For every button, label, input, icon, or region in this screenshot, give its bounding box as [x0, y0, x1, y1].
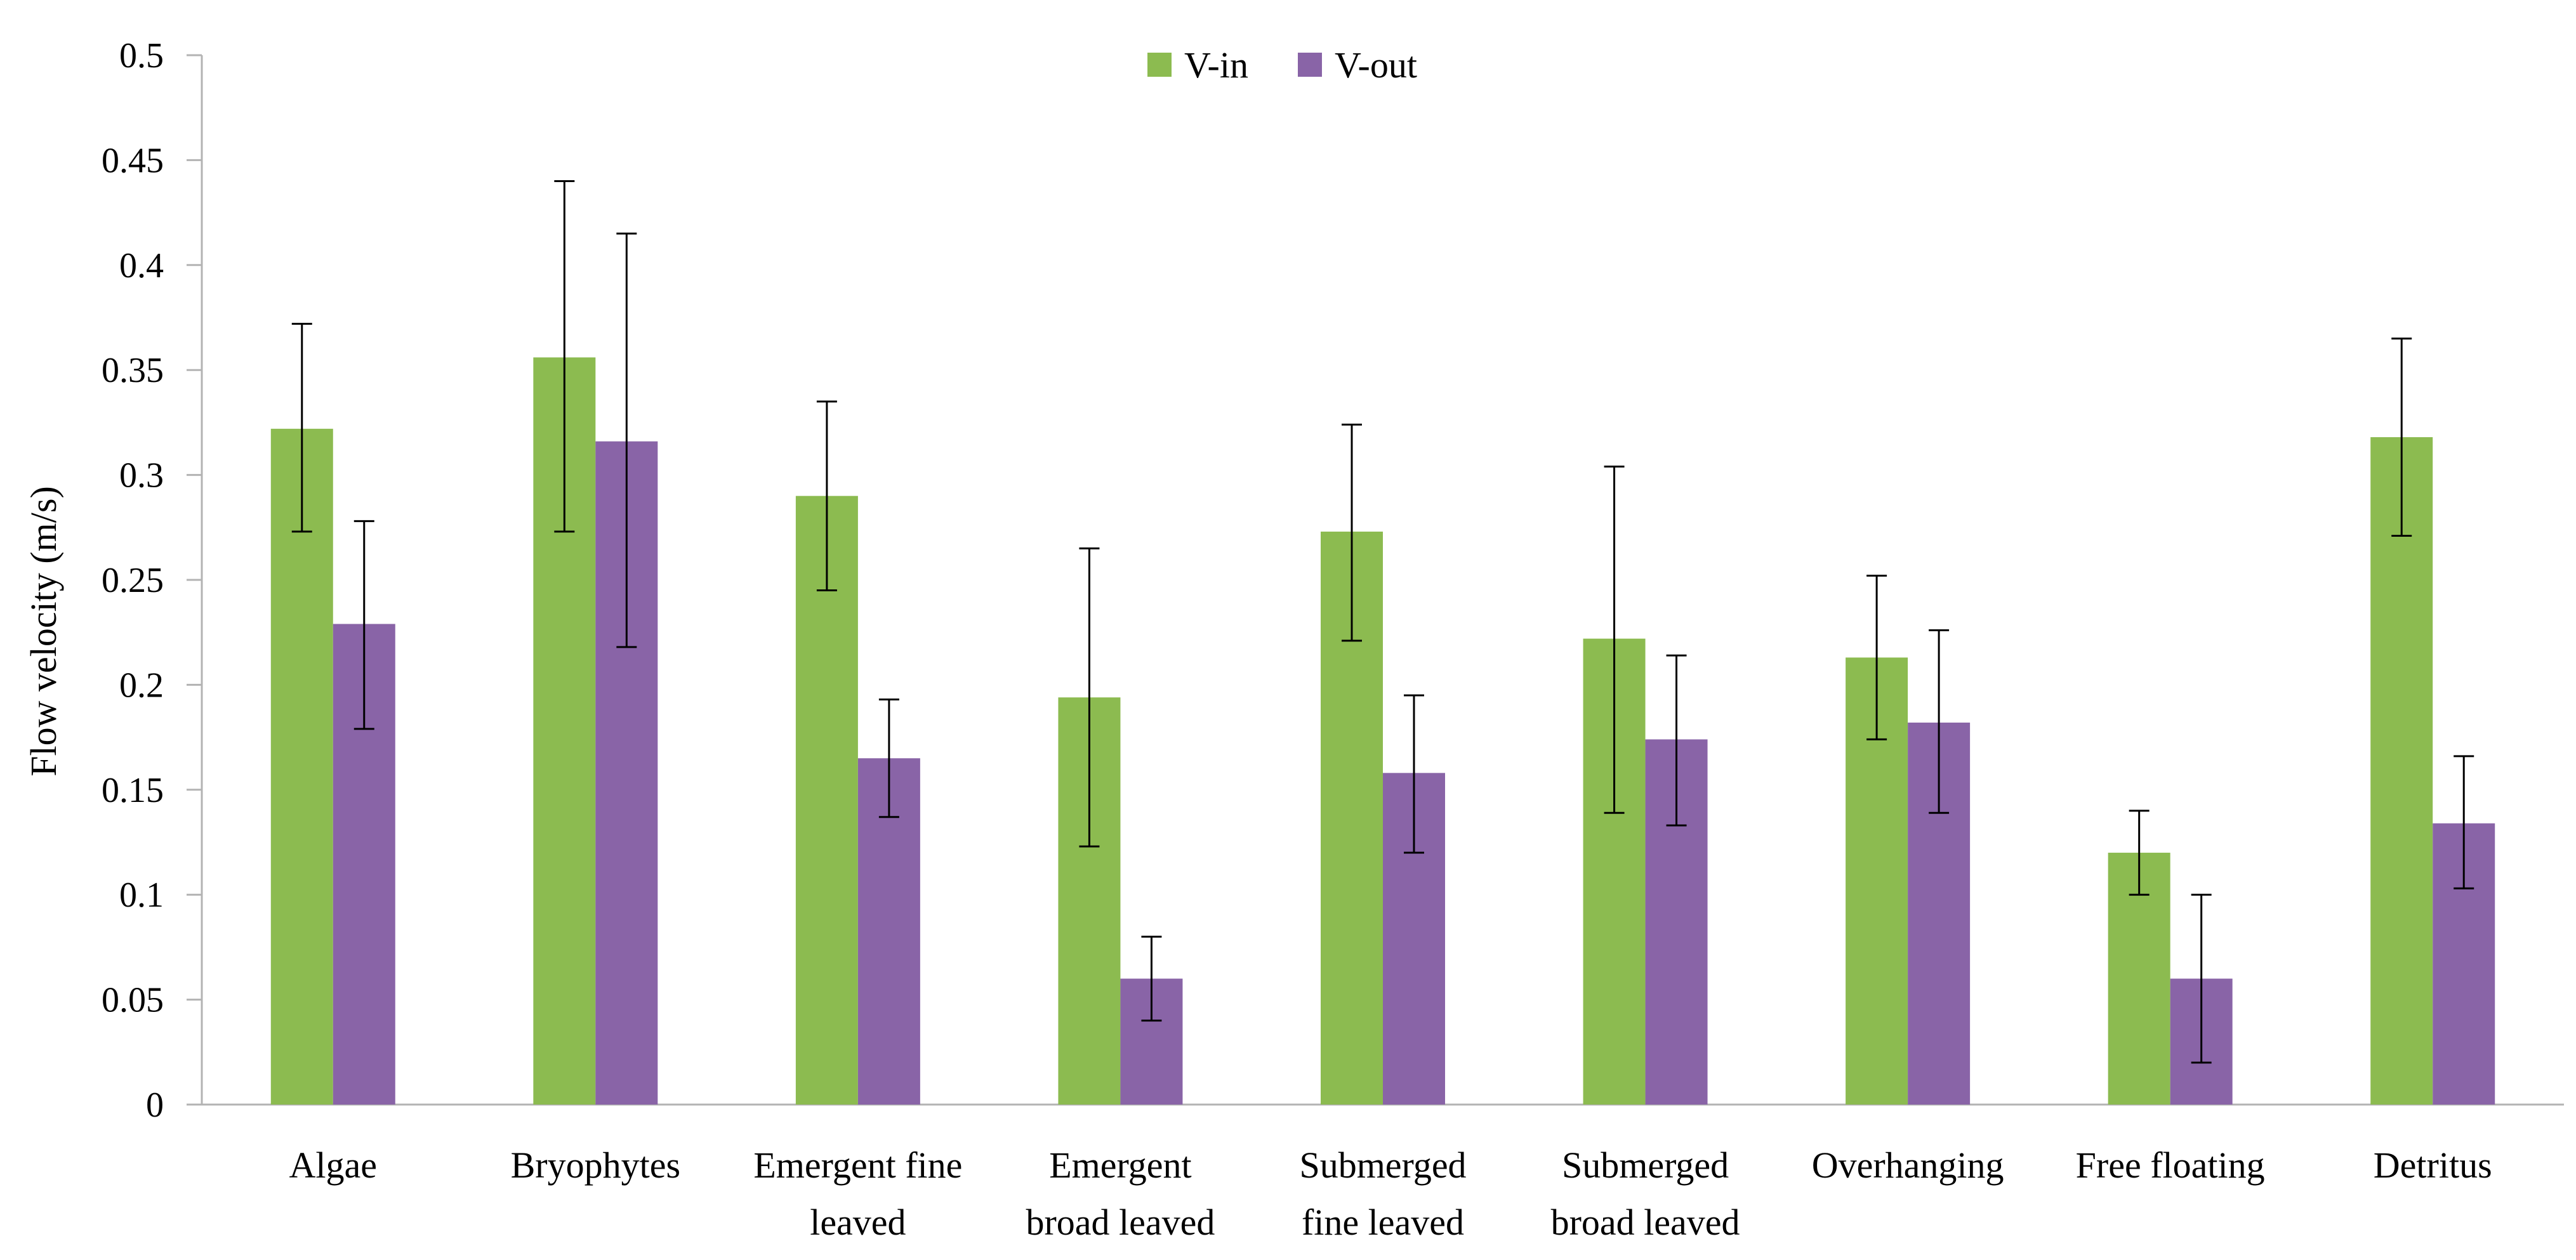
- y-tick-label: 0.1: [119, 876, 164, 915]
- x-category-label-line: leaved: [810, 1202, 906, 1243]
- x-category-label: Emergent fine leaved: [753, 1145, 962, 1243]
- x-category-label-line: fine leaved: [1302, 1202, 1464, 1243]
- x-category-label-line: Emergent: [1049, 1145, 1191, 1186]
- error-bars: [291, 180, 2474, 1064]
- y-tick-label: 0.45: [102, 141, 164, 180]
- y-tick-label: 0.4: [119, 246, 164, 285]
- legend-swatch-v-in: [1147, 53, 1172, 77]
- x-category-label: Overhanging: [1812, 1145, 2004, 1186]
- x-category-label-line: Overhanging: [1812, 1145, 2004, 1186]
- y-tick-label: 0.5: [119, 36, 164, 75]
- x-category-label-line: Emergent fine: [753, 1145, 962, 1186]
- legend-swatch-v-out: [1298, 53, 1322, 77]
- x-category-label-line: Free floating: [2076, 1145, 2265, 1186]
- y-tick-label: 0.25: [102, 561, 164, 600]
- y-tick-label: 0.15: [102, 771, 164, 810]
- bar-v-in: [2370, 437, 2433, 1105]
- x-category-label-line: broad leaved: [1551, 1202, 1740, 1243]
- bar-v-in: [795, 495, 858, 1105]
- x-category-label: Bryophytes: [511, 1145, 680, 1186]
- x-category-label: Submerged broad leaved: [1551, 1145, 1740, 1243]
- y-tick-label: 0.3: [119, 456, 164, 495]
- x-category-label: Emergent broad leaved: [1026, 1145, 1215, 1243]
- x-category-label: Free floating: [2076, 1145, 2265, 1186]
- bar-v-in: [270, 428, 333, 1105]
- y-tick-label: 0.35: [102, 351, 164, 390]
- x-category-label: Algae: [289, 1145, 378, 1186]
- bars: [270, 357, 2495, 1105]
- x-category-label: Detritus: [2374, 1145, 2492, 1186]
- y-tick-label: 0.2: [119, 666, 164, 705]
- x-category-label-line: Algae: [289, 1145, 378, 1186]
- y-tick-label: 0: [146, 1086, 164, 1125]
- y-tick-label: 0.05: [102, 981, 164, 1020]
- x-category-label-line: Submerged: [1299, 1145, 1466, 1186]
- y-axis: 0 0.05 0.1 0.15 0.2 0.25 0.3 0.35 0.4 0.45 0.5: [102, 36, 203, 1125]
- x-axis: Algae Bryophytes Emergent fine leavedEmerge…: [202, 1103, 2564, 1243]
- x-category-label-line: Detritus: [2374, 1145, 2492, 1186]
- x-category-label-line: broad leaved: [1026, 1202, 1215, 1243]
- legend-label-v-in: V-in: [1184, 44, 1248, 86]
- x-category-label-line: Submerged: [1562, 1145, 1729, 1186]
- legend: V-in V-out: [1147, 44, 1417, 86]
- legend-label-v-out: V-out: [1335, 44, 1417, 86]
- y-axis-title: Flow velocity (m/s): [23, 486, 64, 777]
- x-category-label: Submerged fine leaved: [1299, 1145, 1466, 1243]
- x-category-label-line: Bryophytes: [511, 1145, 680, 1186]
